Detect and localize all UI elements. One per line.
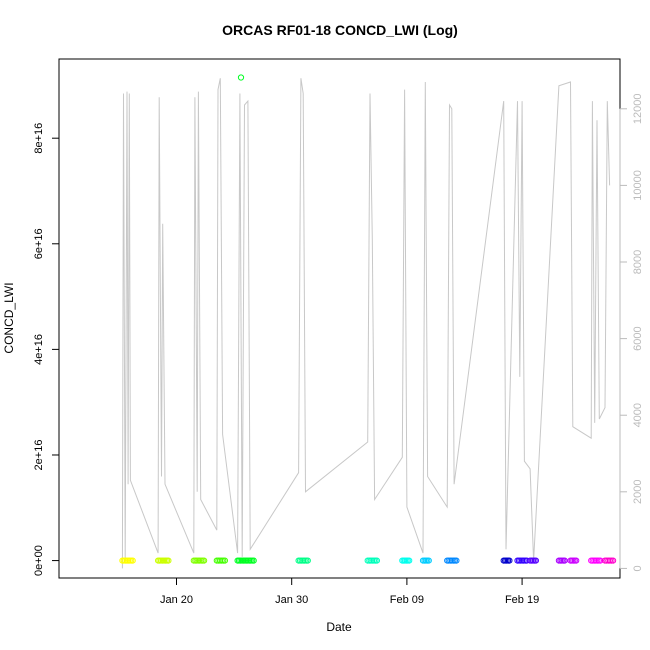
data-point <box>532 557 540 564</box>
x-axis-label: Date <box>326 620 352 634</box>
y2-tick-label: 0 <box>632 565 644 571</box>
x-tick-label: Feb 09 <box>390 594 424 606</box>
data-point-outlier <box>237 74 245 81</box>
data-point <box>453 557 460 564</box>
plot-area-frame <box>58 58 621 579</box>
x-tick-label: Jan 30 <box>275 594 308 606</box>
y2-tick-label: 12000 <box>632 94 644 125</box>
y-tick-label: 8e+16 <box>33 123 45 154</box>
series-10 <box>500 557 513 564</box>
chart-title: ORCAS RF01-18 CONCD_LWI (Log) <box>222 22 458 38</box>
series-14 <box>567 557 580 564</box>
series-15 <box>588 557 604 564</box>
series-5 <box>295 557 311 564</box>
data-point <box>573 557 580 564</box>
series-12 <box>527 557 540 564</box>
data-point <box>165 557 172 564</box>
x-tick-label: Feb 19 <box>505 594 539 606</box>
data-point <box>561 557 568 564</box>
altitude-trace <box>121 78 611 569</box>
series-1 <box>155 557 172 564</box>
series-8 <box>419 557 432 564</box>
data-point <box>610 557 617 564</box>
y-tick-label: 2e+16 <box>33 440 45 471</box>
y2-tick-label: 2000 <box>632 480 644 504</box>
series-0 <box>119 557 136 564</box>
data-point <box>250 557 257 564</box>
y2-tick-label: 6000 <box>632 326 644 350</box>
data-point <box>597 557 604 564</box>
data-point <box>373 557 380 564</box>
series-9 <box>444 557 460 564</box>
series-2 <box>190 557 208 564</box>
series-7 <box>399 557 413 564</box>
data-point <box>129 557 136 564</box>
data-point <box>506 557 513 564</box>
data-point <box>201 557 208 564</box>
series-3 <box>213 557 228 564</box>
y-tick-label: 6e+16 <box>33 228 45 259</box>
y2-tick-label: 8000 <box>632 250 644 274</box>
y-axis-label: CONCD_LWI <box>2 282 16 353</box>
data-point <box>304 557 311 564</box>
y2-tick-label: 10000 <box>632 170 644 201</box>
data-points <box>119 74 617 564</box>
data-point <box>221 557 228 564</box>
series-11 <box>514 557 530 564</box>
x-axis: Jan 20 Jan 30 Feb 09 Feb 19 <box>160 577 539 606</box>
series-4 <box>234 74 257 564</box>
data-point <box>425 557 432 564</box>
series-13 <box>555 557 568 564</box>
y2-tick-label: 4000 <box>632 403 644 427</box>
altitude-line <box>121 78 611 569</box>
x-tick-label: Jan 20 <box>160 594 193 606</box>
series-6 <box>364 557 380 564</box>
y-axis-left: 0e+00 2e+16 4e+16 6e+16 8e+16 <box>33 123 60 576</box>
data-point <box>406 557 413 564</box>
y-tick-label: 4e+16 <box>33 334 45 365</box>
series-16 <box>601 557 617 564</box>
y-axis-right: 0 2000 4000 6000 8000 10000 12000 <box>619 94 644 571</box>
y-tick-label: 0e+00 <box>33 545 45 576</box>
